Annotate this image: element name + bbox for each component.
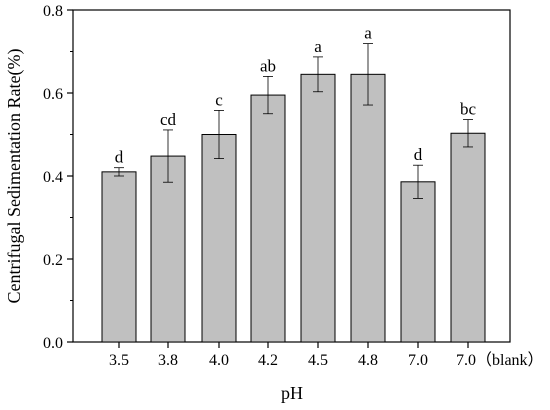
bar xyxy=(101,171,137,343)
x-tick-label: 7.0（blank） xyxy=(456,351,544,369)
y-tick-label: 0.2 xyxy=(43,252,63,269)
x-tick-label: 3.8 xyxy=(158,352,178,369)
x-tick-label: 4.2 xyxy=(258,352,278,369)
x-tick-label: 4.5 xyxy=(308,352,328,369)
plot-frame xyxy=(72,9,511,343)
significance-label: d xyxy=(115,148,124,167)
bar xyxy=(400,181,436,343)
bar xyxy=(350,73,386,343)
x-tick-label: 7.0 xyxy=(408,352,428,369)
bar xyxy=(201,134,237,343)
significance-label: ab xyxy=(260,56,276,75)
y-tick-label: 0.0 xyxy=(43,335,63,352)
bar xyxy=(250,94,286,343)
x-tick-label: 4.0 xyxy=(209,352,229,369)
y-tick-label: 0.4 xyxy=(43,169,63,186)
x-tick-label: 4.8 xyxy=(358,352,378,369)
bar xyxy=(300,73,336,343)
significance-label: bc xyxy=(460,100,477,119)
significance-label: cd xyxy=(160,110,177,129)
significance-label: a xyxy=(364,24,372,43)
bar xyxy=(150,155,186,343)
significance-label: a xyxy=(314,37,322,56)
significance-label: c xyxy=(215,90,223,109)
bar xyxy=(450,132,486,343)
significance-label: d xyxy=(414,145,423,164)
x-tick-label: 3.5 xyxy=(109,352,129,369)
x-axis-title: pH xyxy=(281,383,303,403)
y-tick-label: 0.8 xyxy=(43,3,63,20)
plot-area: 0.0 0.2 0.4 0.6 0.8 d 3.5 cd 3.8 c 4.0 ab 4.2 a 4.5 a 4.… xyxy=(43,3,544,369)
y-axis-title: Centrifugal Sedimentation Rate(%) xyxy=(4,49,25,304)
y-tick-label: 0.6 xyxy=(43,86,63,103)
